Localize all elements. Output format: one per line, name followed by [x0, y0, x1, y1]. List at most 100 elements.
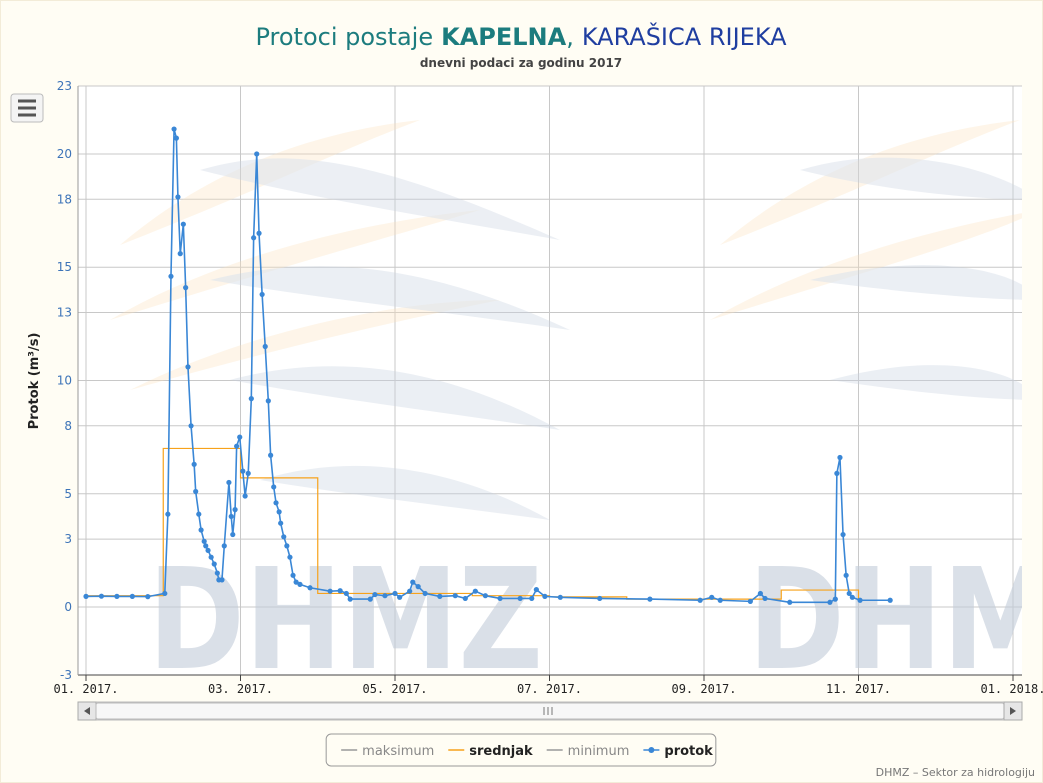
title-part: KAPELNA [441, 23, 567, 51]
scrollbar[interactable] [77, 701, 1023, 721]
point-marker [208, 554, 214, 560]
legend-label: srednjak [469, 744, 533, 759]
grid [78, 85, 1022, 676]
menu-icon [18, 99, 36, 117]
point-marker [265, 398, 271, 404]
chart-subtitle: dnevni podaci za godinu 2017 [420, 56, 622, 70]
y-tick-label: 5 [64, 487, 72, 501]
title-part: Protoci postaje [255, 23, 433, 51]
legend-label: protok [664, 744, 713, 759]
series-layer [83, 126, 893, 605]
x-tick-label: 01. 2018. [980, 682, 1043, 696]
point-marker [347, 596, 353, 602]
point-marker [248, 396, 254, 402]
point-marker [221, 543, 227, 549]
point-marker [827, 599, 833, 605]
legend: maksimum srednjak minimum protok [341, 744, 713, 759]
point-marker [245, 470, 251, 476]
point-marker [162, 590, 168, 597]
credits: DHMZ – Sektor za hidrologiju [876, 766, 1035, 779]
point-marker [83, 593, 89, 599]
point-marker [254, 151, 260, 157]
point-marker [415, 584, 421, 590]
point-marker [145, 594, 151, 600]
y-tick-label: 8 [64, 419, 72, 433]
point-marker [262, 343, 268, 350]
swoosh-gray [200, 157, 1022, 520]
point-marker [219, 577, 225, 583]
scrollbar-thumb[interactable] [95, 702, 1005, 720]
y-tick-label: -3 [60, 668, 72, 682]
swoosh-orange [110, 120, 1022, 390]
point-marker [367, 596, 373, 602]
point-marker [462, 595, 468, 602]
point-marker [205, 547, 211, 554]
point-marker [337, 588, 343, 594]
legend-marker [648, 747, 655, 753]
y-tick-label: 10 [57, 374, 72, 388]
y-tick-label: 20 [57, 147, 72, 161]
point-marker [234, 443, 240, 449]
point-marker [849, 594, 855, 600]
point-marker [259, 291, 265, 298]
point-marker [168, 273, 174, 279]
y-tick-label: 3 [64, 532, 72, 546]
y-tick-label: 0 [64, 600, 72, 614]
point-marker [268, 452, 274, 458]
chart-title: Protoci postaje KAPELNA, KARAŠICA RIJEKA [255, 21, 787, 51]
point-marker [273, 500, 279, 506]
point-marker [517, 595, 523, 602]
x-tick-label: 03. 2017. [208, 682, 273, 696]
watermark: DHMZ [748, 539, 1043, 702]
point-marker [175, 194, 181, 200]
point-marker [183, 285, 189, 291]
point-marker [188, 423, 194, 429]
point-marker [857, 597, 863, 603]
point-marker [787, 599, 793, 605]
point-marker [211, 561, 217, 567]
point-marker [185, 364, 191, 370]
point-marker [307, 585, 313, 591]
legend-label: maksimum [362, 744, 434, 759]
point-marker [290, 572, 296, 578]
point-marker [251, 235, 257, 241]
point-marker [843, 572, 849, 578]
point-marker [757, 590, 763, 597]
x-tick-label: 07. 2017. [517, 682, 582, 696]
point-marker [397, 594, 403, 600]
point-marker [410, 579, 416, 585]
point-marker [293, 579, 299, 585]
point-marker [597, 595, 603, 602]
point-marker [407, 588, 413, 594]
point-marker [542, 593, 548, 599]
point-marker [173, 135, 179, 141]
point-marker [497, 595, 503, 602]
x-tick-label: 09. 2017. [671, 682, 736, 696]
point-marker [276, 509, 282, 515]
point-marker [697, 597, 703, 603]
point-marker [747, 598, 753, 604]
point-marker [171, 126, 177, 132]
point-marker [533, 586, 539, 593]
point-marker [114, 593, 120, 599]
menu-button[interactable] [10, 93, 44, 123]
point-marker [343, 590, 349, 597]
point-marker [226, 479, 232, 486]
point-marker [717, 597, 723, 603]
point-marker [201, 538, 207, 544]
point-marker [256, 230, 262, 236]
point-marker [198, 527, 204, 533]
scroll-left-arrow [84, 707, 90, 715]
legend-label: minimum [568, 744, 630, 759]
scroll-right-arrow [1010, 707, 1016, 715]
point-marker [232, 507, 238, 513]
point-marker [762, 595, 768, 602]
y-tick-label: 23 [57, 79, 72, 93]
watermark-layer: DHMZ DHMZ [110, 120, 1043, 702]
point-marker [372, 591, 378, 598]
point-marker [287, 554, 293, 560]
point-marker [297, 581, 303, 587]
point-marker [228, 513, 234, 520]
scrollbar-grip [543, 707, 553, 715]
